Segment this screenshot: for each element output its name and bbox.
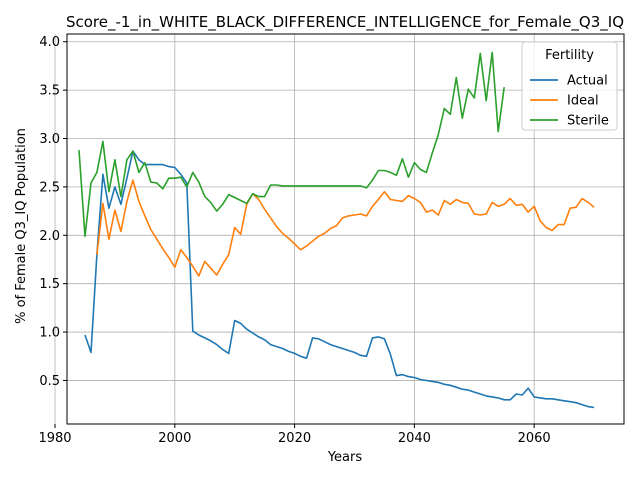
series-line-sterile: [78, 51, 505, 238]
y-tick-label: 3.0: [39, 132, 60, 147]
y-axis-label: % of Female Q3_IQ Population: [14, 128, 29, 324]
legend-label-actual: Actual: [567, 74, 608, 89]
legend-label-ideal: Ideal: [567, 94, 599, 109]
y-tick-label: 2.0: [39, 229, 60, 244]
y-tick-label: 2.5: [39, 180, 60, 195]
legend-title: Fertility: [545, 48, 594, 63]
x-tick-label: 1980: [38, 431, 71, 446]
y-tick-label: 1.0: [39, 326, 60, 341]
y-tick-label: 0.5: [39, 374, 60, 389]
series-lines: [78, 51, 595, 409]
legend-label-sterile: Sterile: [567, 114, 609, 129]
x-tick-label: 2000: [158, 431, 191, 446]
plot-frame: [66, 33, 625, 425]
chart-title: Score_-1_in_WHITE_BLACK_DIFFERENCE_INTEL…: [66, 13, 624, 32]
legend: Fertility Actual Ideal Sterile: [521, 41, 618, 131]
x-axis-label: Years: [327, 450, 363, 465]
x-tick-label: 2040: [398, 431, 431, 446]
y-axis: 0.5 1.0 1.5 2.0 2.5 3.0 3.5 4.0: [39, 35, 67, 389]
series-line-actual: [84, 150, 595, 409]
y-tick-label: 4.0: [39, 35, 60, 50]
legend-box: [521, 41, 618, 131]
y-tick-label: 1.5: [39, 277, 60, 292]
y-tick-label: 3.5: [39, 84, 60, 99]
x-axis: 1980 2000 2020 2040 2060: [38, 424, 551, 446]
x-tick-label: 2060: [518, 431, 551, 446]
x-tick-label: 2020: [278, 431, 311, 446]
series-line-ideal: [96, 179, 595, 277]
